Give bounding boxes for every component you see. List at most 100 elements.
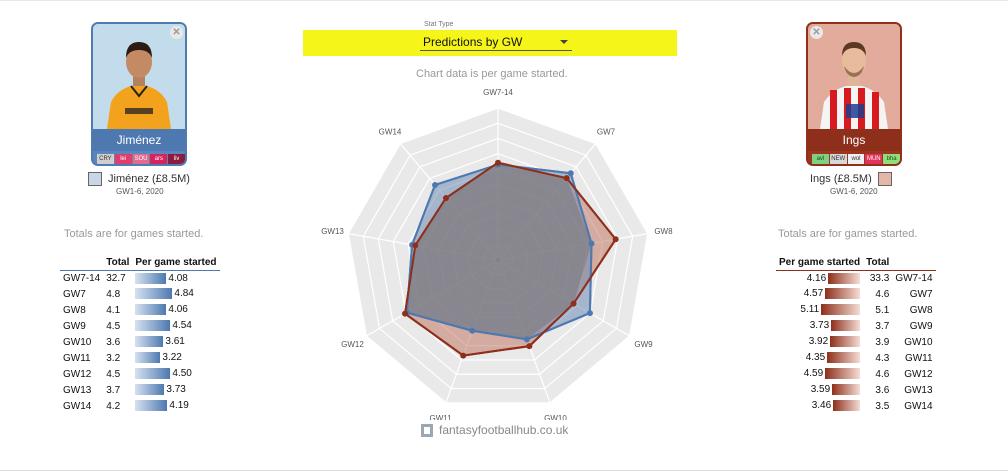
value-bar [135, 400, 168, 412]
per-game-cell: 4.19 [132, 398, 219, 414]
total-cell: 4.6 [875, 288, 890, 300]
site-watermark: fantasyfootballhub.co.uk [421, 423, 568, 437]
close-icon[interactable]: ✕ [170, 26, 183, 39]
radar-point[interactable] [432, 181, 439, 188]
radar-point[interactable] [495, 159, 501, 166]
column-header-per-game: Per game started [135, 256, 217, 268]
gw-cell: GW14 [904, 400, 933, 412]
table-row: 4.59 4.6 GW12 [776, 366, 936, 382]
per-game-value: 3.73 [809, 320, 830, 332]
radar-point[interactable] [523, 336, 530, 343]
table-row: GW13 3.7 3.73 [60, 382, 220, 398]
per-game-value: 4.06 [168, 304, 188, 316]
per-game-cell: 4.59 [776, 366, 863, 382]
radar-point[interactable] [570, 300, 577, 307]
radar-overlap-area [406, 164, 592, 340]
radar-axis-label: GW13 [321, 227, 344, 236]
per-game-cell: 4.84 [132, 286, 219, 302]
fixture-badge: MUN [865, 154, 883, 164]
per-game-value: 4.19 [169, 400, 189, 412]
value-bar [135, 336, 164, 348]
total-cell: 33.3 [869, 272, 890, 284]
total-cell: 3.2 [106, 352, 121, 364]
radar-point[interactable] [402, 310, 409, 317]
column-header-total: Total [106, 256, 130, 268]
table-row: GW9 4.5 4.54 [60, 318, 220, 334]
per-game-cell: 4.50 [132, 366, 219, 382]
value-bar [832, 384, 861, 396]
chart-note: Chart data is per game started. [416, 68, 568, 80]
per-game-cell: 3.92 [776, 334, 863, 350]
per-game-cell: 4.16 [776, 270, 863, 286]
value-bar [135, 384, 165, 396]
total-cell: 3.9 [875, 336, 890, 348]
value-bar [830, 336, 861, 348]
value-bar [825, 368, 861, 380]
subtitle-right: GW1-6, 2020 [830, 187, 878, 196]
total-cell: 4.5 [106, 320, 121, 332]
fixture-badge: bha [883, 154, 900, 164]
totals-note-right: Totals are for games started. [778, 228, 918, 240]
table-row: GW8 4.1 4.06 [60, 302, 220, 318]
stat-type-select[interactable]: Predictions by GW [420, 33, 572, 51]
radar-axis-label: GW7 [597, 127, 616, 136]
total-cell: 5.1 [875, 304, 890, 316]
gw-cell: GW14 [63, 400, 92, 412]
per-game-value: 4.59 [803, 368, 824, 380]
radar-point[interactable] [469, 327, 476, 334]
gw-cell: GW7-14 [895, 272, 933, 284]
close-icon[interactable]: ✕ [810, 26, 823, 39]
radar-point[interactable] [460, 352, 467, 359]
gw-cell: GW7-14 [63, 272, 101, 284]
radar-chart: GW7-14 GW7 GW8 GW9 GW10 GW11 GW12 GW13 GW14 [321, 88, 673, 420]
table-row: 3.92 3.9 GW10 [776, 334, 936, 350]
fixture-badge: lei [114, 154, 132, 164]
per-game-value: 4.57 [803, 288, 824, 300]
per-game-cell: 4.57 [776, 286, 863, 302]
stat-type-value: Predictions by GW [423, 35, 523, 49]
table-row: GW7 4.8 4.84 [60, 286, 220, 302]
value-bar [135, 368, 171, 380]
player-photo-left [93, 24, 185, 129]
player-card-right[interactable]: Ings avl NEW wol MUN bha ✕ [806, 22, 902, 166]
column-header-gw [892, 255, 935, 270]
fixture-badge: ars [150, 154, 168, 164]
per-game-value: 4.84 [174, 288, 194, 300]
radar-point[interactable] [526, 343, 533, 350]
value-bar [833, 400, 861, 412]
per-game-cell: 3.59 [776, 382, 863, 398]
per-game-value: 4.50 [172, 368, 192, 380]
total-cell: 4.8 [106, 288, 121, 300]
table-row: 3.73 3.7 GW9 [776, 318, 936, 334]
radar-point[interactable] [588, 240, 595, 247]
per-game-cell: 3.73 [776, 318, 863, 334]
value-bar [135, 304, 167, 316]
legend-left[interactable]: Jiménez (£8.5M) [88, 172, 190, 186]
table-row: GW12 4.5 4.50 [60, 366, 220, 382]
per-game-cell: 3.22 [132, 350, 219, 366]
player-card-left[interactable]: Jiménez CRY lei SOU ars liv ✕ [91, 22, 187, 166]
site-watermark-text: fantasyfootballhub.co.uk [439, 423, 569, 437]
total-cell: 3.6 [106, 336, 121, 348]
legend-right[interactable]: Ings (£8.5M) [810, 172, 892, 186]
value-bar [821, 304, 861, 316]
legend-label-left: Jiménez (£8.5M) [108, 173, 190, 185]
radar-point[interactable] [612, 236, 619, 243]
per-game-cell: 3.61 [132, 334, 219, 350]
total-cell: 3.6 [875, 384, 890, 396]
radar-point[interactable] [412, 242, 419, 249]
total-cell: 4.2 [106, 400, 121, 412]
radar-point[interactable] [563, 175, 570, 182]
fixture-badge: NEW [829, 154, 847, 164]
totals-note-left: Totals are for games started. [64, 228, 204, 240]
gw-cell: GW11 [904, 352, 933, 364]
radar-point[interactable] [442, 195, 449, 202]
stat-type-label: Stat Type [424, 21, 454, 28]
radar-point[interactable] [586, 310, 593, 317]
radar-point[interactable] [567, 170, 574, 177]
radar-axis-label: GW10 [544, 414, 567, 420]
total-cell: 4.5 [106, 368, 121, 380]
value-bar [825, 288, 861, 300]
per-game-cell: 3.46 [776, 398, 863, 414]
per-game-value: 3.46 [811, 400, 832, 412]
